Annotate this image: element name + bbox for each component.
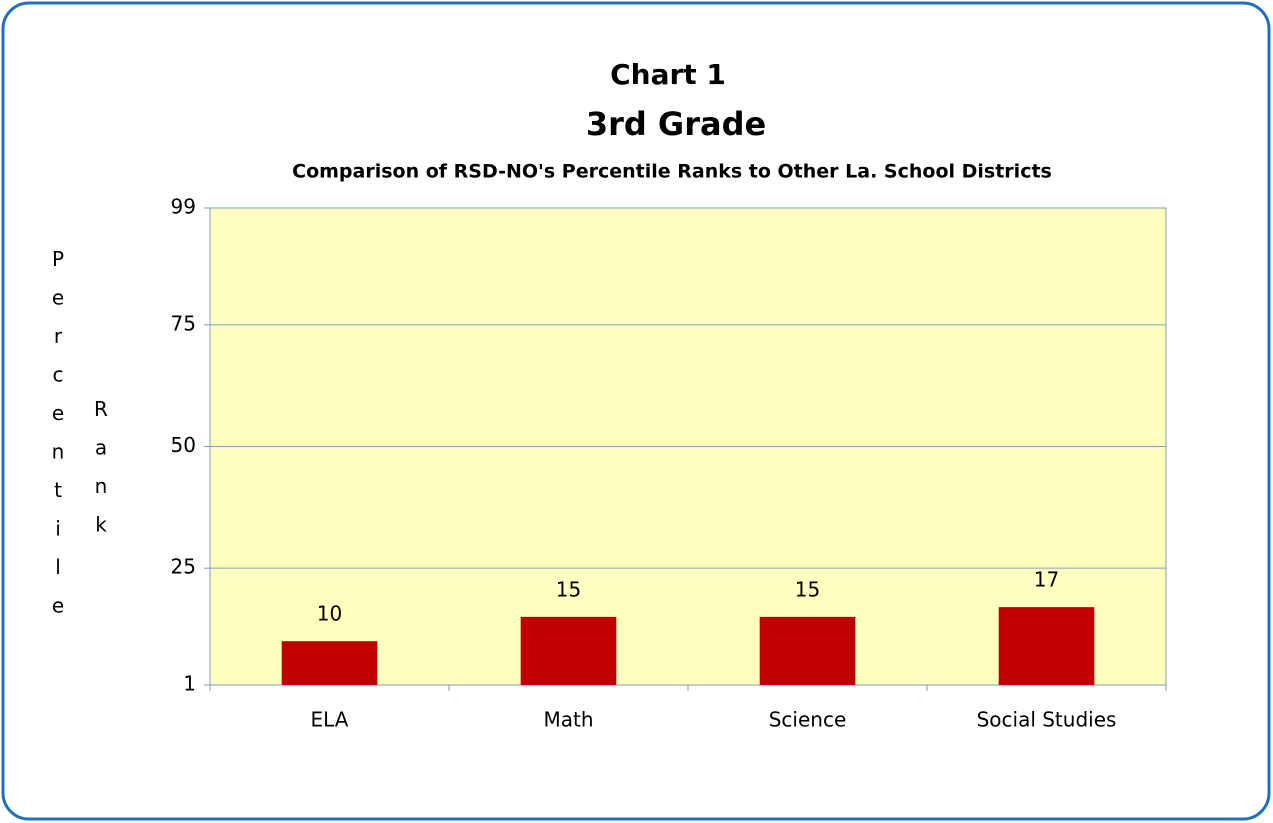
chart-title: Chart 1 <box>610 58 726 91</box>
data-label: 17 <box>1034 568 1059 592</box>
x-tick-label: Math <box>543 708 593 732</box>
y-tick-label: 25 <box>171 555 196 579</box>
data-label: 10 <box>317 602 342 626</box>
chart-caption: Comparison of RSD-NO's Percentile Ranks … <box>292 161 1052 183</box>
y-tick-label: 75 <box>171 311 196 335</box>
x-tick-label: Social Studies <box>977 708 1117 732</box>
bar <box>759 616 856 685</box>
data-label: 15 <box>795 577 820 601</box>
x-tick-label: ELA <box>311 708 349 732</box>
y-tick-label: 99 <box>171 195 196 219</box>
x-tick-label: Science <box>769 708 847 732</box>
bar <box>520 616 617 685</box>
chart-subtitle: 3rd Grade <box>586 105 766 143</box>
bar <box>281 641 378 685</box>
y-tick-label: 1 <box>183 672 196 696</box>
y-tick-label: 50 <box>171 433 196 457</box>
bar <box>998 607 1095 685</box>
data-label: 15 <box>556 577 581 601</box>
